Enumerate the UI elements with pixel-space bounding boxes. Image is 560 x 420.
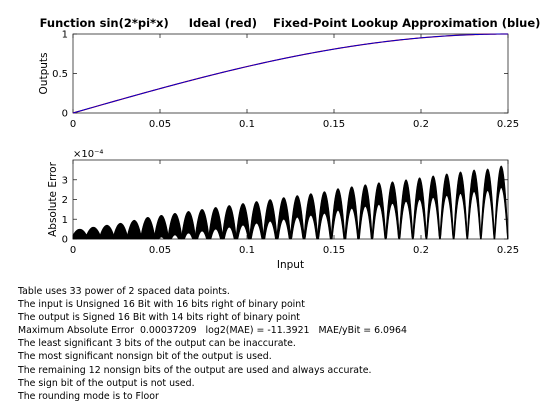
plot-outputs-axes-box — [72, 33, 509, 114]
note-line: The output is Signed 16 Bit with 14 bits… — [18, 312, 300, 324]
note-line: The most significant nonsign bit of the … — [18, 351, 272, 363]
x-tick-label: 0.1 — [239, 119, 255, 130]
plot-error: ×10⁻⁴ 0 0.05 0.1 0.15 0.2 0.25 0 1 2 3 Absolute E… — [47, 149, 519, 271]
series-line-approximation — [72, 33, 508, 114]
y-tick-label: 0 — [62, 109, 68, 120]
x-tick-label: 0.05 — [149, 119, 171, 130]
note-line: The input is Unsigned 16 Bit with 16 bit… — [18, 299, 305, 311]
plot-error-xlabel: Input — [277, 259, 304, 271]
error-segment — [494, 165, 509, 240]
x-tick-label: 0.05 — [149, 245, 171, 256]
note-line: Maximum Absolute Error 0.00037209 log2(M… — [18, 325, 407, 337]
analysis-notes: Table uses 33 power of 2 spaced data poi… — [18, 285, 548, 403]
y-tick-label: 1 — [62, 30, 68, 41]
y-tick-label: 0 — [62, 235, 68, 246]
x-tick-label: 0.1 — [239, 245, 255, 256]
plot-outputs: Function sin(2*pi*x) Ideal (red) Fixed-P… — [38, 16, 540, 130]
x-tick-label: 0 — [70, 245, 76, 256]
note-line: The rounding mode is to Floor — [18, 390, 159, 402]
plot-outputs-title: Function sin(2*pi*x) Ideal (red) Fixed-P… — [40, 16, 541, 30]
x-tick-label: 0.15 — [323, 119, 345, 130]
x-tick-label: 0.25 — [497, 119, 519, 130]
y-tick-label: 3 — [62, 175, 68, 186]
note-line: Table uses 33 power of 2 spaced data poi… — [18, 286, 230, 297]
plot-outputs-ylabel: Outputs — [38, 53, 50, 95]
x-tick-label: 0 — [70, 119, 76, 130]
x-tick-label: 0.2 — [413, 245, 429, 256]
y-tick-label: 1 — [62, 215, 68, 226]
note-line: The sign bit of the output is not used. — [18, 377, 195, 389]
plot-error-ylabel: Absolute Error — [47, 161, 59, 237]
note-line: The least significant 3 bits of the outp… — [18, 338, 296, 350]
x-tick-label: 0.25 — [497, 245, 519, 256]
y-tick-label: 0.5 — [52, 69, 68, 80]
x-tick-label: 0.2 — [413, 119, 429, 130]
y-tick-label: 2 — [62, 195, 68, 206]
plot-error-exponent-label: ×10⁻⁴ — [73, 149, 103, 160]
x-tick-label: 0.15 — [323, 245, 345, 256]
note-line: The remaining 12 nonsign bits of the out… — [18, 364, 372, 376]
